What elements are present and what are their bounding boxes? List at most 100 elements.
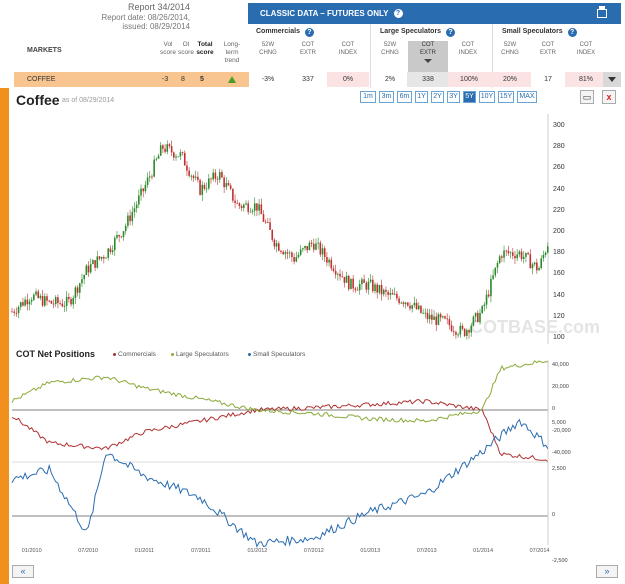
candle-body: [271, 229, 274, 240]
candle-body: [243, 204, 245, 208]
range-button-6m[interactable]: 6m: [397, 91, 412, 103]
price-tick-label: 300: [553, 122, 565, 129]
market-row-coffee[interactable]: COFFEE -3 8 5: [14, 72, 249, 87]
range-button-3m[interactable]: 3m: [379, 91, 394, 103]
candle-body: [26, 299, 29, 305]
candle-body: [389, 293, 392, 295]
print-icon[interactable]: [597, 6, 607, 18]
help-icon[interactable]: ?: [567, 28, 577, 37]
candle-body: [81, 279, 83, 284]
candle-body: [59, 303, 61, 304]
range-button-2y[interactable]: 2Y: [431, 91, 444, 103]
cot-tick-label: -40,000: [552, 450, 571, 456]
candle-body: [236, 203, 239, 204]
col-header-small-52w[interactable]: 52W CHNG: [501, 42, 519, 56]
range-button-10y[interactable]: 10Y: [479, 91, 495, 103]
range-button-1m[interactable]: 1m: [360, 91, 376, 103]
candle-body: [229, 185, 232, 189]
col-header-small-index[interactable]: COT INDEX: [576, 42, 596, 56]
help-icon[interactable]: ?: [304, 28, 314, 37]
total-score: 5: [200, 76, 204, 83]
candle-body: [197, 176, 199, 180]
candle-body: [65, 297, 68, 306]
oi-score: 8: [181, 76, 185, 83]
range-button-5y[interactable]: 5Y: [463, 91, 476, 103]
range-button-15y[interactable]: 15Y: [498, 91, 514, 103]
col-header-comm-52w[interactable]: 52W CHNG: [259, 42, 277, 56]
range-button-max[interactable]: MAX: [517, 91, 537, 103]
help-icon[interactable]: ?: [446, 28, 456, 37]
candle-body: [424, 312, 427, 314]
candle-body: [284, 252, 287, 255]
candle-body: [485, 294, 488, 305]
print-chart-button[interactable]: ▭: [580, 90, 594, 104]
candle-body: [232, 188, 234, 201]
candle-body: [225, 183, 228, 188]
candle-body: [68, 297, 70, 300]
candle-body: [522, 256, 525, 259]
candle-body: [253, 203, 256, 211]
range-button-1y[interactable]: 1Y: [415, 91, 428, 103]
candle-body: [109, 248, 112, 253]
candle-body: [168, 144, 171, 147]
candle-body: [466, 330, 468, 337]
candle-body: [140, 188, 142, 196]
candle-body: [223, 177, 225, 188]
small-cot-extr: 17: [544, 76, 552, 83]
col-header-comm-index[interactable]: COT INDEX: [338, 42, 358, 56]
nav-prev-button[interactable]: «: [12, 565, 34, 578]
candle-body: [234, 200, 236, 204]
expand-dropdown-button[interactable]: [603, 72, 621, 87]
candle-body: [151, 176, 153, 178]
candle-body: [393, 293, 396, 295]
col-header-large-52w[interactable]: 52W CHNG: [381, 42, 399, 56]
candle-body: [127, 215, 129, 226]
candle-body: [514, 255, 516, 259]
col-header-large-index[interactable]: COT INDEX: [458, 42, 478, 56]
candle-body: [365, 282, 368, 290]
candle-body: [190, 175, 193, 177]
help-icon[interactable]: ?: [393, 9, 403, 18]
candle-body: [407, 302, 409, 306]
candle-body: [536, 262, 538, 271]
candle-body: [37, 291, 40, 298]
candle-body: [107, 248, 110, 258]
cot-tick-label: -20,000: [552, 428, 571, 434]
candle-body: [293, 257, 295, 262]
candle-body: [382, 289, 385, 295]
close-button[interactable]: x: [602, 90, 616, 104]
candle-body: [400, 302, 403, 304]
markets-header: MARKETS: [27, 47, 62, 54]
candle-body: [50, 300, 53, 304]
chart-asof: as of 08/29/2014: [62, 97, 115, 104]
candle-body: [295, 257, 298, 262]
candle-body: [330, 259, 333, 269]
comm-cot-extr: 337: [302, 76, 314, 83]
candle-body: [260, 204, 263, 215]
vol-score-header: Vol score: [160, 41, 176, 56]
candle-body: [144, 184, 147, 192]
col-header-small-extr[interactable]: COT EXTR: [539, 42, 556, 56]
x-tick-label: 01/2013: [360, 548, 381, 554]
price-tick-label: 260: [553, 164, 565, 172]
candle-body: [372, 279, 374, 292]
nav-next-button[interactable]: »: [596, 565, 618, 578]
candle-body: [162, 145, 164, 149]
range-button-3y[interactable]: 3Y: [447, 91, 460, 103]
series-line-commercials: [11, 398, 549, 462]
candle-body: [413, 302, 416, 306]
candle-body: [85, 265, 88, 276]
candle-body: [30, 299, 33, 302]
candle-body: [505, 250, 508, 252]
candle-body: [227, 183, 230, 186]
candle-body: [129, 215, 131, 222]
col-header-large-extr[interactable]: COT EXTR: [408, 41, 448, 72]
sort-down-icon: [424, 59, 432, 63]
small-tick-label: 0: [552, 512, 556, 518]
candle-body: [321, 248, 324, 255]
candle-body: [439, 314, 442, 318]
candle-body: [15, 312, 18, 314]
col-header-comm-extr[interactable]: COT EXTR: [299, 42, 316, 56]
candle-body: [291, 252, 293, 258]
x-tick-label: 07/2010: [78, 548, 99, 554]
